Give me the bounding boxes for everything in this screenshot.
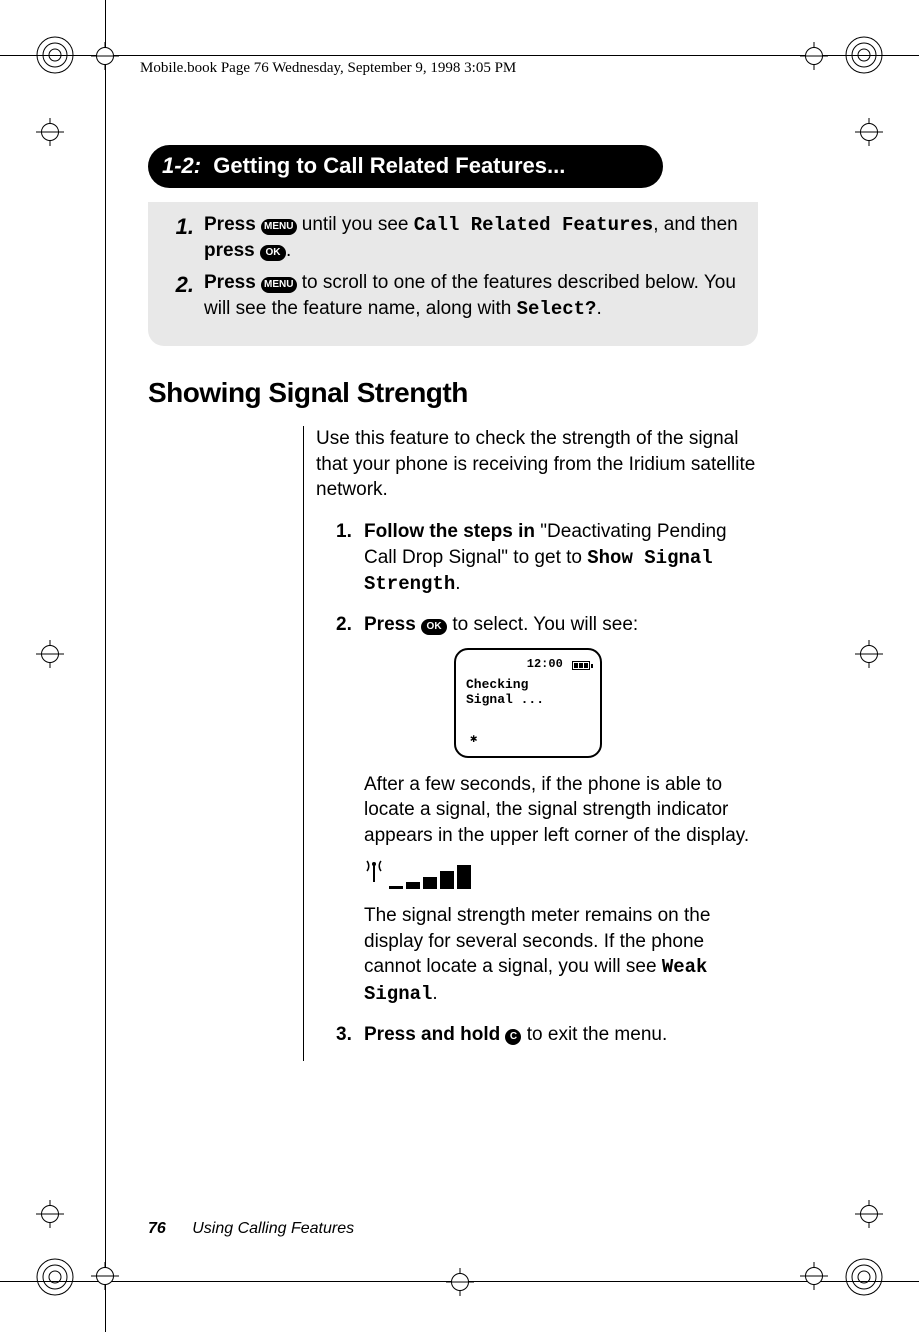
register-target-icon bbox=[855, 1200, 883, 1228]
right-column: Use this feature to check the strength o… bbox=[304, 426, 758, 1061]
header-rule bbox=[140, 55, 779, 56]
phone-screen: 12:00 Checking Signal ... ✱ bbox=[454, 648, 602, 758]
register-target-icon bbox=[91, 1262, 119, 1290]
running-header: Mobile.book Page 76 Wednesday, September… bbox=[140, 58, 516, 78]
step-body: Press MENU until you see Call Related Fe… bbox=[204, 212, 738, 264]
screen-body: Checking Signal ... bbox=[466, 678, 590, 708]
rosette-icon bbox=[36, 36, 74, 74]
after-screen-para: After a few seconds, if the phone is abl… bbox=[364, 772, 758, 849]
register-target-icon bbox=[446, 1268, 474, 1296]
register-target-icon bbox=[36, 1200, 64, 1228]
battery-icon bbox=[572, 661, 590, 670]
step-number: 2. bbox=[154, 270, 194, 300]
rosette-icon bbox=[36, 1258, 74, 1296]
signal-bar bbox=[406, 882, 420, 889]
rosette-icon bbox=[845, 36, 883, 74]
page-content: 1-2: Getting to Call Related Features...… bbox=[148, 145, 758, 1061]
numbered-steps: 1. Follow the steps in "Deactivating Pen… bbox=[316, 519, 758, 1047]
register-target-icon bbox=[91, 42, 119, 70]
register-target-icon bbox=[800, 42, 828, 70]
register-target-icon bbox=[855, 118, 883, 146]
signal-strength-meter bbox=[364, 858, 758, 889]
step-number: 1. bbox=[154, 212, 194, 242]
signal-bar bbox=[423, 877, 437, 889]
screen-time: 12:00 bbox=[527, 657, 563, 671]
ok-key-icon: OK bbox=[260, 245, 286, 261]
footer-title: Using Calling Features bbox=[192, 1220, 354, 1237]
page-footer: 76 Using Calling Features bbox=[148, 1218, 354, 1240]
intro-paragraph: Use this feature to check the strength o… bbox=[316, 426, 758, 503]
menu-key-icon: MENU bbox=[261, 277, 296, 293]
step-1: 1. Follow the steps in "Deactivating Pen… bbox=[336, 519, 758, 598]
pill-step-2: 2. Press MENU to scroll to one of the fe… bbox=[154, 270, 738, 322]
two-column: Use this feature to check the strength o… bbox=[148, 426, 758, 1061]
screen-status-row: 12:00 bbox=[466, 656, 590, 672]
signal-bar bbox=[457, 865, 471, 889]
register-target-icon bbox=[855, 640, 883, 668]
signal-bar bbox=[440, 871, 454, 889]
step-body: Press MENU to scroll to one of the featu… bbox=[204, 270, 738, 322]
step-2: 2. Press OK to select. You will see: 12:… bbox=[336, 612, 758, 1008]
step-3: 3. Press and hold C to exit the menu. bbox=[336, 1022, 758, 1048]
antenna-icon bbox=[364, 858, 384, 889]
pill-step-1: 1. Press MENU until you see Call Related… bbox=[154, 212, 738, 264]
left-margin-rule bbox=[148, 426, 304, 1061]
crop-line-left bbox=[105, 0, 106, 1332]
signal-bar bbox=[389, 886, 403, 889]
steps-box: 1. Press MENU until you see Call Related… bbox=[148, 202, 758, 347]
register-target-icon bbox=[36, 118, 64, 146]
after-meter-para: The signal strength meter remains on the… bbox=[364, 903, 758, 1008]
signal-bars bbox=[389, 865, 471, 889]
c-key-icon: C bbox=[505, 1029, 521, 1045]
ok-key-icon: OK bbox=[421, 619, 447, 635]
page-number: 76 bbox=[148, 1220, 166, 1237]
section-number: 1-2: bbox=[162, 153, 201, 178]
register-target-icon bbox=[36, 640, 64, 668]
section-title: Getting to Call Related Features... bbox=[213, 153, 565, 178]
heading-signal-strength: Showing Signal Strength bbox=[148, 374, 758, 412]
globe-icon: ✱ bbox=[470, 731, 477, 747]
menu-key-icon: MENU bbox=[261, 219, 296, 235]
rosette-icon bbox=[845, 1258, 883, 1296]
register-target-icon bbox=[800, 1262, 828, 1290]
section-pill: 1-2: Getting to Call Related Features... bbox=[148, 145, 663, 188]
